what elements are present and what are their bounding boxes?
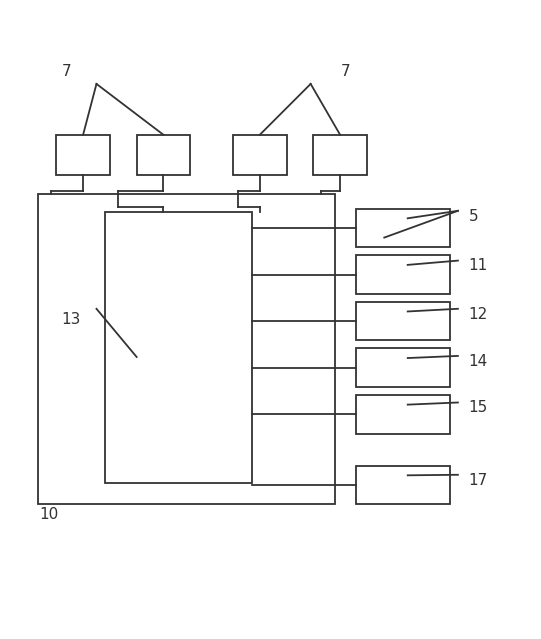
Polygon shape — [356, 466, 450, 504]
Polygon shape — [356, 302, 450, 341]
Text: 10: 10 — [39, 507, 58, 522]
Text: 15: 15 — [469, 401, 488, 415]
Text: 17: 17 — [469, 473, 488, 488]
Polygon shape — [104, 212, 252, 483]
Polygon shape — [356, 395, 450, 433]
Polygon shape — [37, 194, 335, 504]
Polygon shape — [356, 348, 450, 387]
Polygon shape — [356, 255, 450, 294]
Text: 7: 7 — [62, 63, 72, 79]
Text: 5: 5 — [469, 209, 478, 224]
Polygon shape — [137, 135, 190, 175]
Text: 7: 7 — [341, 63, 350, 79]
Text: 13: 13 — [62, 312, 81, 327]
Text: 11: 11 — [469, 258, 488, 273]
Polygon shape — [233, 135, 287, 175]
Polygon shape — [356, 209, 450, 247]
Text: 12: 12 — [469, 307, 488, 321]
Text: 14: 14 — [469, 354, 488, 369]
Polygon shape — [313, 135, 367, 175]
Polygon shape — [56, 135, 110, 175]
